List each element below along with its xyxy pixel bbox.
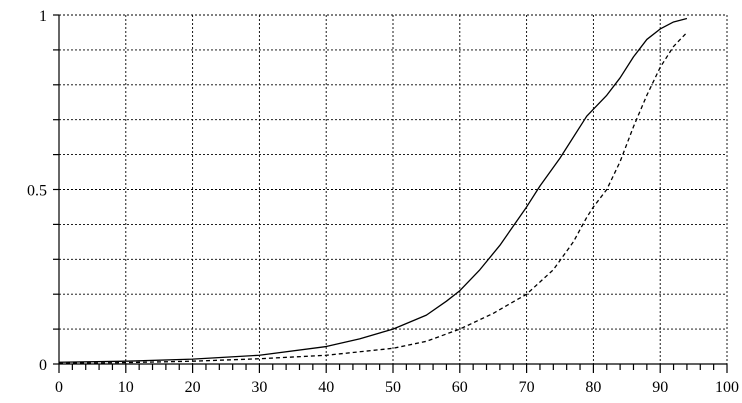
grid — [59, 14, 728, 364]
series-line-1 — [58, 17, 688, 363]
x-tick-label: 40 — [318, 379, 334, 396]
x-tick-label: 50 — [385, 379, 401, 396]
x-tick-label: 80 — [585, 379, 601, 396]
x-tick-label: 90 — [652, 379, 668, 396]
axes — [53, 14, 728, 373]
x-tick-label: 0 — [55, 379, 63, 396]
tick-labels: 0 10 20 30 40 50 60 70 80 90 100 0 0.5 1 — [27, 8, 739, 396]
series-line-2 — [58, 32, 688, 364]
y-tick-label: 1 — [39, 8, 47, 25]
y-tick-label: 0.5 — [27, 183, 47, 200]
x-tick-label: 100 — [715, 379, 739, 396]
series-layer — [58, 17, 688, 364]
x-tick-label: 60 — [452, 379, 468, 396]
x-tick-label: 10 — [118, 379, 134, 396]
y-tick-label: 0 — [39, 357, 47, 374]
x-tick-label: 70 — [519, 379, 535, 396]
x-tick-label: 30 — [251, 379, 267, 396]
x-tick-label: 20 — [185, 379, 201, 396]
